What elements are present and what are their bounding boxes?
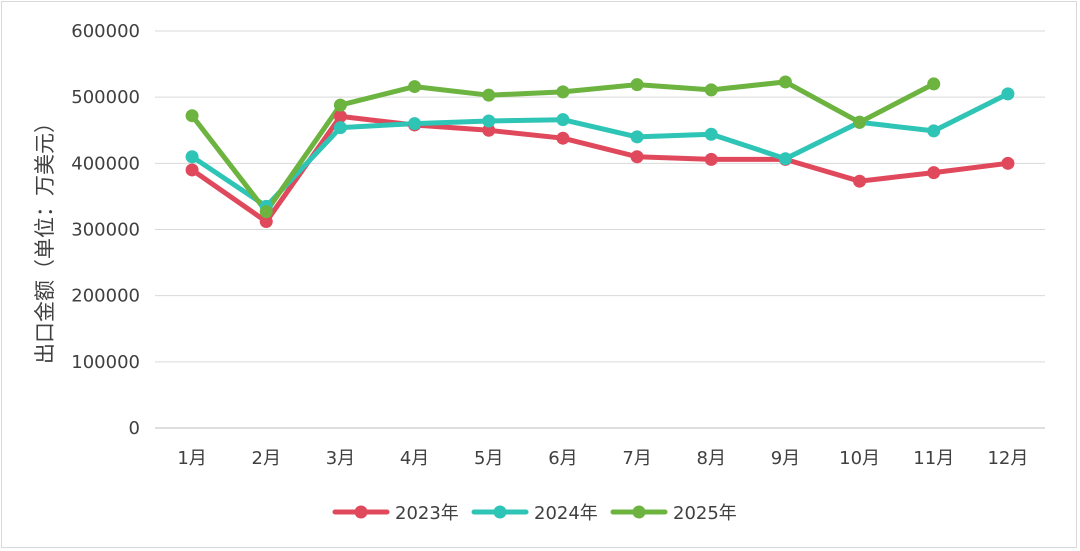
y-tick-label: 200000	[71, 286, 140, 307]
y-tick-label: 600000	[71, 21, 140, 42]
x-tick-label: 9月	[771, 448, 800, 469]
y-tick-label: 400000	[71, 153, 140, 174]
data-point	[704, 127, 718, 141]
y-axis-label: 出口金额（单位：万美元）	[33, 112, 57, 364]
data-point	[853, 174, 867, 188]
data-point	[333, 109, 347, 123]
data-point	[482, 88, 496, 102]
series-line-1	[189, 91, 1011, 209]
legend-label: 2024年	[534, 503, 598, 524]
data-point	[333, 121, 347, 135]
x-tick-label: 4月	[400, 448, 429, 469]
data-point	[408, 80, 422, 94]
legend-label: 2025年	[673, 503, 737, 524]
data-point	[259, 205, 273, 219]
data-point	[556, 85, 570, 99]
data-point	[853, 115, 867, 129]
y-tick-label: 300000	[71, 220, 140, 241]
data-point	[482, 123, 496, 137]
x-axis-ticks: 1月 2月 3月 4月 5月 6月 7月 8月 9月 10月 11月 12月	[177, 448, 1028, 469]
data-point	[482, 114, 496, 128]
data-point	[630, 130, 644, 144]
data-point	[185, 150, 199, 164]
x-tick-label: 7月	[622, 448, 651, 469]
data-point	[630, 150, 644, 164]
x-tick-label: 8月	[697, 448, 726, 469]
x-tick-label: 10月	[839, 448, 880, 469]
series-line-0	[189, 113, 1011, 225]
y-tick-label: 0	[129, 418, 140, 439]
data-point	[778, 152, 792, 166]
legend-swatch-marker	[493, 505, 507, 519]
series-points	[185, 75, 1015, 229]
data-point	[630, 78, 644, 92]
data-point	[927, 124, 941, 138]
x-tick-label: 11月	[913, 448, 954, 469]
data-point	[927, 166, 941, 180]
x-tick-label: 6月	[548, 448, 577, 469]
data-point	[704, 83, 718, 97]
data-point	[185, 109, 199, 123]
data-point	[556, 113, 570, 127]
data-point	[408, 117, 422, 131]
data-point	[1001, 87, 1015, 101]
data-point	[1001, 156, 1015, 170]
series-lines	[189, 79, 1011, 225]
y-tick-label: 100000	[71, 352, 140, 373]
x-tick-label: 5月	[474, 448, 503, 469]
data-point	[185, 163, 199, 177]
data-point	[704, 152, 718, 166]
data-point	[333, 98, 347, 112]
data-point	[259, 215, 273, 229]
legend: 2023年 2024年 2025年	[332, 503, 737, 524]
data-point	[778, 75, 792, 89]
x-tick-label: 12月	[987, 448, 1028, 469]
x-tick-label: 3月	[326, 448, 355, 469]
legend-swatch-marker	[354, 505, 368, 519]
data-point	[556, 131, 570, 145]
x-tick-label: 2月	[252, 448, 281, 469]
series-line-2	[189, 79, 937, 215]
legend-label: 2023年	[395, 503, 459, 524]
y-axis-ticks: 0 100000 200000 300000 400000 500000 600000	[71, 21, 140, 439]
x-tick-label: 1月	[177, 448, 206, 469]
data-point	[927, 77, 941, 91]
y-tick-label: 500000	[71, 87, 140, 108]
legend-swatch-marker	[632, 505, 646, 519]
